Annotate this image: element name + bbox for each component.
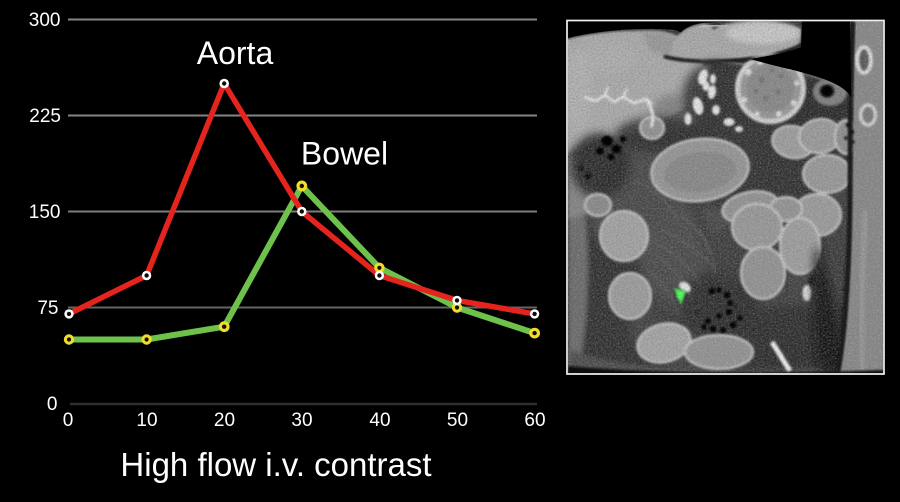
svg-text:40: 40 — [369, 410, 390, 431]
svg-text:150: 150 — [29, 202, 61, 223]
svg-text:Bowel: Bowel — [301, 136, 388, 172]
svg-text:300: 300 — [29, 10, 61, 31]
svg-text:Aorta: Aorta — [197, 35, 274, 71]
svg-text:0: 0 — [47, 394, 58, 415]
svg-text:225: 225 — [29, 106, 61, 127]
svg-text:0: 0 — [63, 410, 74, 431]
svg-text:High flow i.v. contrast: High flow i.v. contrast — [120, 446, 431, 483]
svg-text:75: 75 — [37, 298, 58, 319]
svg-text:10: 10 — [136, 410, 157, 431]
svg-text:50: 50 — [447, 410, 468, 431]
svg-text:20: 20 — [214, 410, 235, 431]
svg-text:30: 30 — [291, 410, 312, 431]
svg-text:60: 60 — [524, 410, 545, 431]
